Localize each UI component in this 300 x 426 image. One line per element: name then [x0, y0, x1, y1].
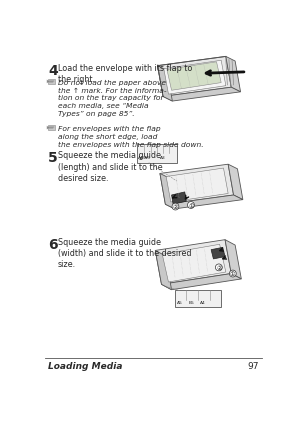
Polygon shape	[155, 251, 172, 290]
Text: For envelopes with the flap
along the short edge, load
the envelopes with the fl: For envelopes with the flap along the sh…	[58, 126, 203, 147]
Text: A3: A3	[160, 155, 166, 160]
Polygon shape	[225, 240, 241, 279]
Polygon shape	[167, 63, 221, 91]
Bar	[48, 126, 56, 131]
Polygon shape	[158, 66, 172, 102]
Text: A4/A3: A4/A3	[138, 155, 151, 160]
Text: ①: ①	[188, 203, 194, 208]
Text: Do not load the paper above
the ↑ mark. For the informa-
tion on the tray capaci: Do not load the paper above the ↑ mark. …	[58, 80, 166, 117]
Text: Squeeze the media guide
(length) and slide it to the
desired size.: Squeeze the media guide (length) and sli…	[58, 151, 162, 183]
Polygon shape	[158, 57, 231, 97]
Bar	[175, 291, 221, 308]
Text: 4: 4	[48, 63, 58, 78]
Text: ②: ②	[172, 204, 178, 210]
Polygon shape	[165, 196, 243, 209]
Text: Load the envelope with its flap to
the right.: Load the envelope with its flap to the r…	[58, 63, 192, 84]
Polygon shape	[226, 57, 241, 92]
Text: ①: ①	[230, 271, 236, 276]
Bar	[137, 145, 177, 163]
Polygon shape	[160, 174, 175, 209]
Text: ②: ②	[216, 265, 222, 270]
Polygon shape	[163, 88, 241, 102]
Text: A4: A4	[200, 301, 206, 305]
Polygon shape	[47, 127, 49, 130]
Text: B5: B5	[189, 301, 194, 305]
Text: Squeeze the media guide
(width) and slide it to the desired
size.: Squeeze the media guide (width) and slid…	[58, 237, 191, 269]
Polygon shape	[162, 245, 226, 282]
Bar	[48, 80, 56, 85]
Polygon shape	[164, 61, 226, 95]
Text: Loading Media: Loading Media	[48, 362, 123, 371]
Polygon shape	[172, 193, 186, 205]
Polygon shape	[160, 165, 234, 205]
Text: 6: 6	[48, 237, 58, 251]
Polygon shape	[166, 169, 228, 202]
Polygon shape	[161, 274, 241, 290]
Polygon shape	[211, 248, 225, 259]
Polygon shape	[47, 81, 49, 84]
Polygon shape	[228, 165, 243, 200]
Text: 5: 5	[48, 151, 58, 165]
Text: 97: 97	[248, 362, 259, 371]
Text: A5: A5	[177, 301, 183, 305]
Polygon shape	[155, 240, 231, 285]
